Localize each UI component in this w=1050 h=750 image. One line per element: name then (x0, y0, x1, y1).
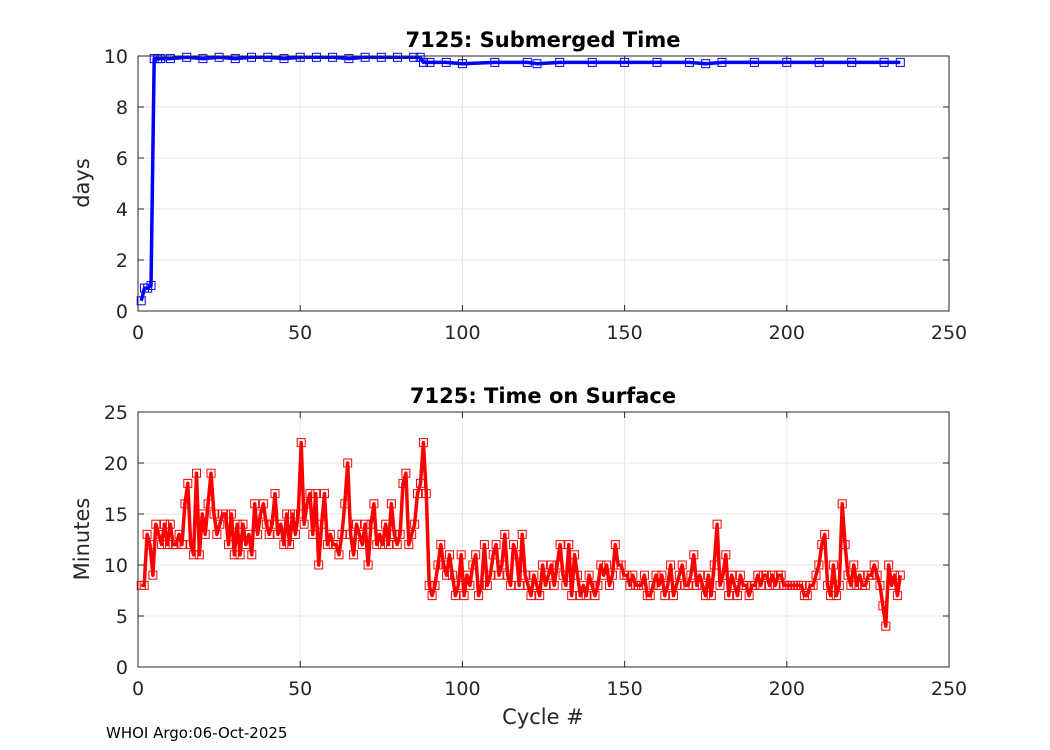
y-tick-label: 0 (116, 657, 128, 679)
y-tick-label: 4 (116, 199, 128, 221)
footer-stamp: WHOI Argo:06-Oct-2025 (106, 724, 287, 742)
x-tick-label: 100 (444, 678, 480, 700)
y-tick-label: 8 (116, 97, 128, 119)
x-tick-label: 150 (606, 678, 642, 700)
y-tick-label: 10 (104, 555, 128, 577)
axes-background (138, 56, 949, 311)
x-tick-label: 200 (769, 678, 805, 700)
x-tick-label: 50 (288, 322, 312, 344)
x-axis-label: Cycle # (502, 705, 584, 729)
chart-title: 7125: Time on Surface (410, 384, 676, 408)
surface-time-panel: 0 50 100 150 200 250 0 5 10 15 20 25 7125: Time on … (70, 384, 967, 729)
x-tick-label: 150 (606, 322, 642, 344)
y-tick-label: 15 (104, 504, 128, 526)
y-axis-label: Minutes (70, 498, 94, 581)
x-tick-label: 200 (769, 322, 805, 344)
x-tick-label: 50 (288, 678, 312, 700)
y-tick-label: 10 (104, 46, 128, 68)
x-tick-label: 250 (931, 322, 967, 344)
y-tick-label: 25 (104, 402, 128, 424)
y-tick-label: 2 (116, 250, 128, 272)
x-tick-label: 100 (444, 322, 480, 344)
x-tick-label: 250 (931, 678, 967, 700)
y-tick-label: 20 (104, 453, 128, 475)
y-tick-label: 5 (116, 606, 128, 628)
x-tick-label: 0 (132, 678, 144, 700)
y-axis-label: days (70, 158, 94, 208)
chart-title: 7125: Submerged Time (405, 28, 680, 52)
x-tick-label: 0 (132, 322, 144, 344)
axes-background (138, 412, 949, 667)
submerged-time-panel: 0 50 100 150 200 250 0 2 4 6 8 10 7125: Submerged T… (70, 28, 967, 344)
y-tick-label: 0 (116, 301, 128, 323)
y-tick-label: 6 (116, 148, 128, 170)
